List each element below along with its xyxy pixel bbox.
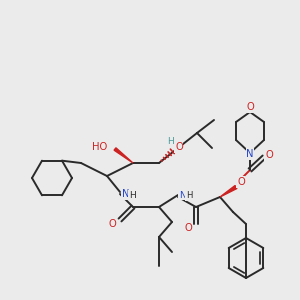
Text: H: H [129, 190, 136, 200]
Text: HO: HO [92, 142, 107, 152]
Text: O: O [175, 142, 183, 152]
Text: N: N [246, 149, 254, 159]
Text: H: H [186, 191, 192, 200]
Text: O: O [184, 223, 192, 233]
Text: N: N [122, 189, 130, 199]
Polygon shape [220, 185, 237, 197]
Text: N: N [179, 190, 186, 200]
Text: O: O [246, 102, 254, 112]
Text: O: O [237, 177, 245, 187]
Text: O: O [108, 219, 116, 229]
Polygon shape [114, 148, 133, 163]
Text: O: O [265, 150, 273, 160]
Text: H: H [167, 136, 174, 146]
